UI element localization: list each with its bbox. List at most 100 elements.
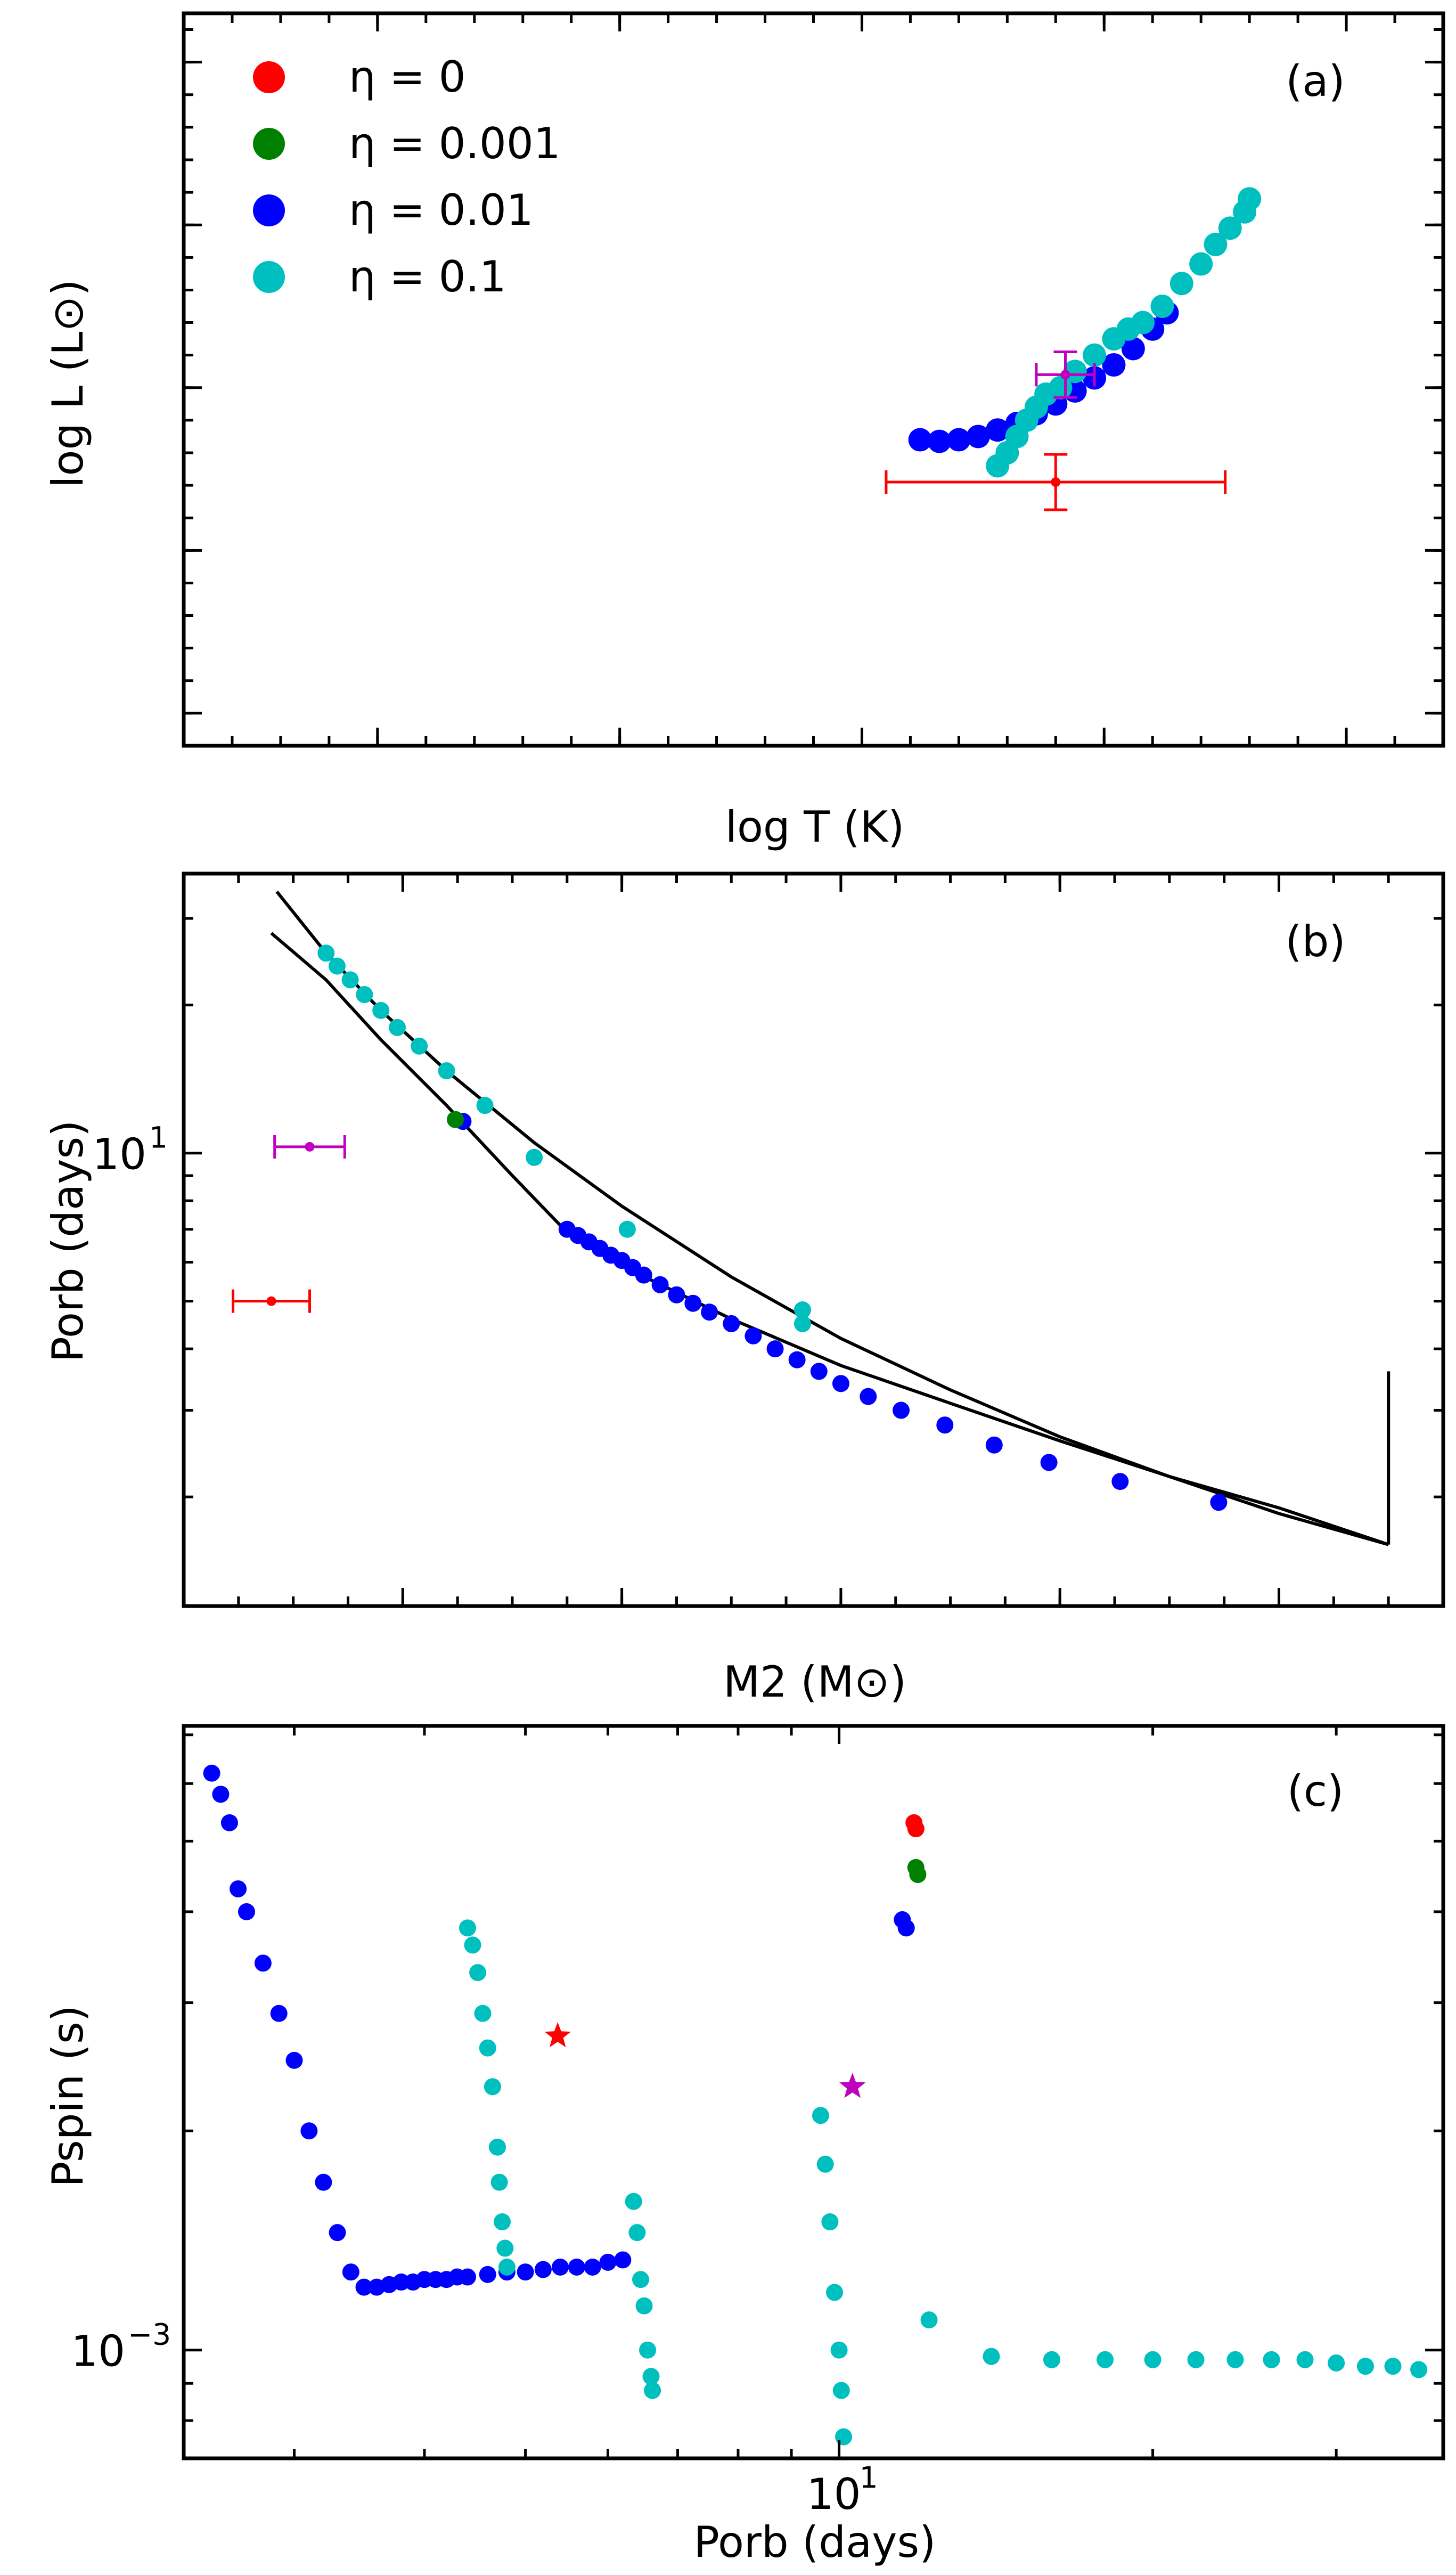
panel-c-ylabel: Pspin (s) (43, 2005, 93, 2187)
panel-b-obs0-marker (305, 1142, 315, 1152)
panel-b-series0-point-17 (810, 1363, 828, 1380)
panel-c-frame (182, 1724, 1445, 2460)
panel-a-xlabel: log T (K) (725, 802, 905, 852)
panel-c-series0-point-29 (599, 2253, 617, 2271)
panel-b-series0-point-22 (985, 1436, 1003, 1454)
panel-c-series4-point-3 (826, 2284, 844, 2301)
panel-c-series3-point-5 (642, 2368, 660, 2385)
panel-b-label: (b) (1285, 917, 1345, 966)
panel-c-series4-point-0 (812, 2107, 829, 2124)
panel-a-series0-point-0 (908, 428, 932, 452)
panel-c-xtick-label-exp: 1 (860, 2460, 878, 2495)
panel-b-series1-point-10 (618, 1220, 636, 1238)
panel-b-series0-point-10 (668, 1286, 685, 1303)
panel-b-series1-point-3 (356, 986, 373, 1004)
panel-c-series3-point-2 (632, 2271, 649, 2288)
panel-a-series0-point-3 (966, 425, 990, 449)
legend-label-eta-001: η = 0.01 (349, 185, 534, 235)
panel-c-series5-point-6 (1226, 2351, 1244, 2368)
panel-b-series0-point-11 (684, 1294, 702, 1312)
panel-b-ytick-label-base: 10 (92, 1130, 146, 1179)
legend-label-eta-0: η = 0 (349, 52, 466, 102)
panel-a-series0-point-11 (1121, 337, 1145, 361)
panel-a-series0-point-1 (928, 429, 951, 453)
panel-c-series2-point-10 (498, 2258, 516, 2276)
legend-marker-eta-0 (253, 61, 285, 93)
panel-c-series5-point-8 (1296, 2351, 1314, 2368)
panel-c-series5-point-7 (1263, 2351, 1280, 2368)
panel-b-series0-point-9 (651, 1276, 669, 1293)
panel-c-series0-point-3 (230, 1880, 247, 1897)
panel-b-series1-point-4 (372, 1001, 390, 1019)
panel-c-series2-point-3 (474, 2004, 492, 2022)
panel-c-series0-point-4 (238, 1903, 255, 1920)
panel-b-series0-point-21 (936, 1416, 954, 1434)
panel-b-series0-point-23 (1040, 1454, 1058, 1471)
panel-b-series1-point-1 (328, 957, 346, 975)
panel-c-series7-point-1 (909, 1865, 927, 1883)
panel-a-series1-point-11 (1131, 311, 1155, 335)
panel-a-series0-point-2 (947, 428, 971, 452)
panel-b-series0-point-18 (832, 1375, 849, 1392)
panel-c-series2-point-1 (464, 1936, 481, 1954)
panel-a-series1-point-14 (1189, 252, 1213, 276)
panel-c-series0-point-5 (254, 1954, 272, 1972)
panel-b-series0-point-12 (701, 1303, 718, 1321)
panel-b-series1-point-0 (317, 944, 335, 962)
panel-a-obs1-marker (1051, 477, 1061, 487)
panel-c-series0-point-1 (212, 1786, 230, 1803)
panel-b-ylabel: Porb (days) (43, 1120, 93, 1363)
panel-b-series1-point-11 (794, 1301, 811, 1319)
panel-b-series1-point-8 (476, 1097, 494, 1114)
panel-c-series0-point-21 (459, 2268, 476, 2286)
panel-b-series0-point-16 (788, 1351, 806, 1368)
panel-b-series0-point-14 (745, 1327, 762, 1344)
panel-c-series0-point-11 (342, 2263, 359, 2281)
panel-a-legend: η = 0 η = 0.001 η = 0.01 η = 0.1 (253, 52, 561, 301)
panel-c-ytick-label-base: 10 (71, 2327, 125, 2376)
legend-marker-eta-0001 (253, 128, 285, 160)
panel-c-obs-1-star (839, 2073, 866, 2098)
panel-c-series4-point-4 (830, 2341, 848, 2359)
panel-a-label: (a) (1286, 56, 1345, 106)
panel-c-series0-point-7 (285, 2051, 303, 2069)
panel-c-series1-point-1 (897, 1919, 915, 1937)
panel-c-series3-point-0 (625, 2193, 642, 2210)
panel-b-frame (182, 871, 1445, 1608)
panel-a-series1-point-18 (1238, 187, 1262, 211)
panel-b-series0-point-24 (1111, 1473, 1129, 1490)
panel-a: (a) log T (K) log L (L⊙) η = 0 η = 0.001… (43, 11, 1445, 852)
panel-c-series3-point-1 (628, 2224, 646, 2242)
panel-c-ytick-label-exp: −3 (128, 2318, 171, 2352)
panel-a-series1-point-16 (1218, 216, 1242, 240)
panel-b-ytick-label-exp: 1 (149, 1121, 168, 1155)
panel-c-series2-point-0 (459, 1919, 476, 1937)
panel-b-series0-point-19 (860, 1388, 877, 1405)
panel-c-series0-point-27 (568, 2258, 585, 2276)
panel-c-series5-point-0 (920, 2311, 938, 2329)
panel-c-series5-point-3 (1097, 2351, 1114, 2368)
panel-c-obs-0-star (544, 2022, 571, 2048)
panel-b-obs1-marker (266, 1296, 276, 1306)
panel-a-series1-point-12 (1150, 295, 1174, 318)
panel-b-series1-point-6 (411, 1037, 428, 1055)
panel-c-series0-point-25 (534, 2261, 552, 2278)
panel-b-series0-point-13 (723, 1315, 740, 1332)
panel-c-series2-point-6 (489, 2138, 506, 2156)
panel-c-series2-point-2 (469, 1964, 487, 1982)
panel-b-marks (232, 891, 1390, 1546)
panel-c-series4-point-5 (832, 2382, 850, 2399)
panel-c-series0-point-6 (270, 2004, 288, 2022)
panel-b-series0-point-8 (635, 1266, 652, 1284)
panel-c-series4-point-2 (821, 2213, 839, 2231)
panel-a-obs0-marker (1060, 370, 1070, 380)
panel-b-series1-point-5 (389, 1018, 406, 1036)
panel-b-series2-point-0 (447, 1111, 464, 1128)
panel-c-series2-point-5 (484, 2078, 501, 2096)
panel-c-series5-point-9 (1328, 2354, 1345, 2372)
panel-c-series3-point-3 (635, 2297, 653, 2315)
panel-c-series5-point-10 (1356, 2358, 1374, 2375)
panel-c-series0-point-10 (329, 2224, 346, 2242)
